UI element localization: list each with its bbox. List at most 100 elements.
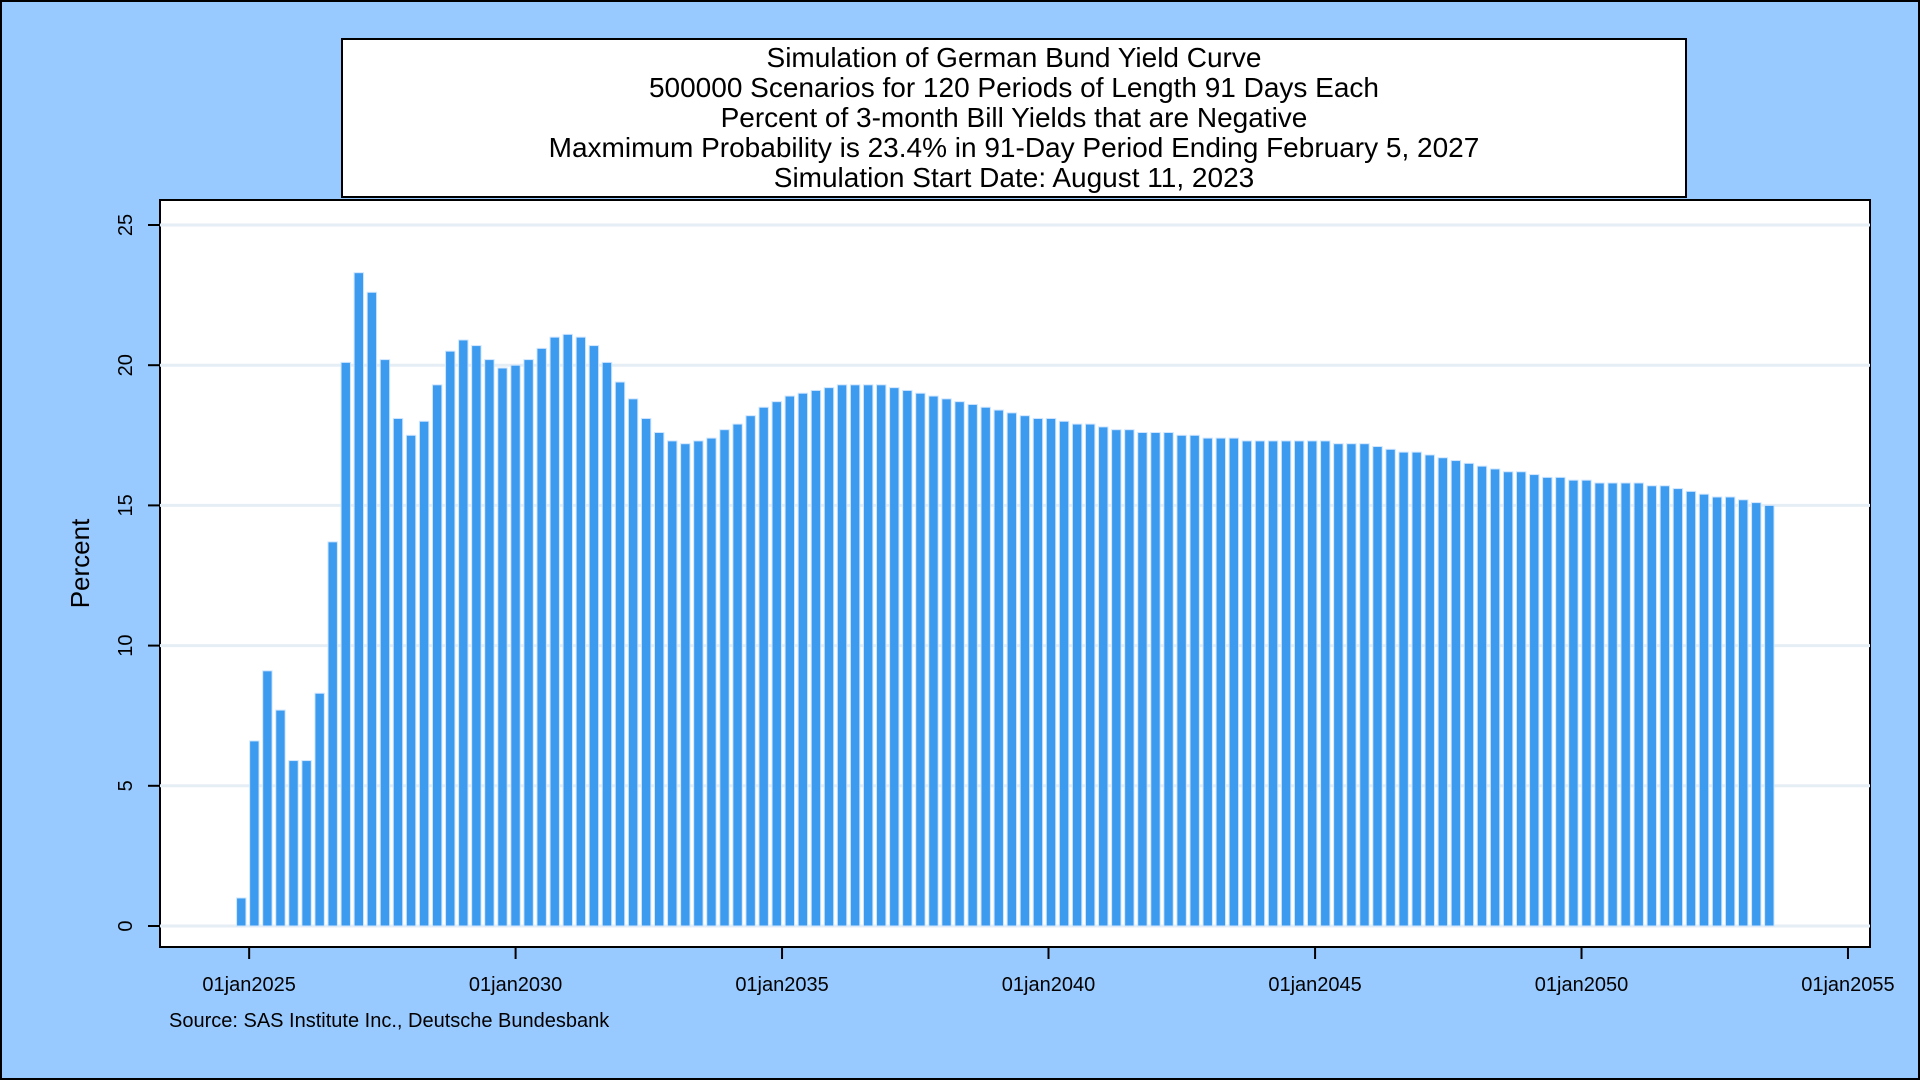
bar (980, 406, 991, 927)
bar (653, 431, 665, 927)
bar (1450, 460, 1462, 927)
bar (588, 345, 600, 927)
bar (1711, 496, 1723, 927)
bar (327, 541, 338, 927)
bar (1098, 426, 1109, 927)
bar (1280, 440, 1292, 927)
bar (640, 417, 652, 927)
bar (1071, 423, 1083, 927)
bar (562, 333, 573, 927)
bar (249, 740, 260, 927)
bar (353, 272, 365, 927)
bar (1555, 476, 1566, 927)
bar (1568, 479, 1579, 927)
bar (941, 398, 952, 927)
bar (1607, 482, 1618, 927)
bar (1137, 431, 1148, 927)
bar (288, 760, 299, 927)
bar (1737, 499, 1749, 927)
bar (366, 291, 378, 927)
y-tick-label: 0 (115, 920, 137, 931)
bar (1111, 429, 1122, 927)
plot-area: 0 5 10 15 20 25 01jan2025 01jan2030 01jan2035 01j… (65, 199, 1895, 996)
bar (680, 443, 691, 927)
bar (1359, 443, 1370, 927)
bar (928, 395, 939, 927)
bar (431, 384, 443, 927)
bar (1581, 479, 1592, 927)
bar (1463, 462, 1475, 927)
x-tick-label: 01jan2040 (1002, 974, 1095, 996)
bar (314, 692, 325, 927)
bar (601, 361, 613, 927)
y-tick-label: 20 (115, 354, 137, 376)
bar (1333, 443, 1344, 927)
bar (1006, 412, 1018, 927)
bar (1215, 437, 1226, 927)
bar (823, 387, 835, 927)
bar (1241, 440, 1253, 927)
bar (1751, 502, 1762, 927)
bar (876, 384, 887, 927)
bar (445, 350, 456, 927)
bar (484, 359, 495, 927)
bar (1254, 440, 1266, 927)
y-tick-label: 15 (115, 494, 137, 516)
bar (797, 392, 809, 927)
bar (1032, 417, 1044, 927)
bar (1385, 448, 1396, 927)
bar (405, 434, 417, 927)
bar (1411, 451, 1422, 927)
bar (719, 429, 730, 927)
bar (497, 367, 508, 927)
bar (1398, 451, 1409, 927)
bar (301, 760, 312, 927)
bar (1502, 471, 1514, 927)
bar (1515, 471, 1527, 927)
bar (1489, 468, 1501, 927)
bar (575, 336, 587, 927)
bar (745, 415, 756, 927)
bar (1659, 485, 1671, 927)
bar (849, 384, 861, 927)
bar (1424, 454, 1435, 927)
title-line-2: 500000 Scenarios for 120 Periods of Leng… (648, 72, 1380, 103)
title-line-3: Percent of 3-month Bill Yields that are … (720, 102, 1308, 133)
y-tick-label: 25 (115, 214, 137, 236)
bar (1045, 417, 1057, 927)
bar (1019, 415, 1031, 927)
bar (1189, 434, 1200, 927)
bar (1320, 440, 1331, 927)
bar (732, 423, 743, 927)
bar (1267, 440, 1279, 927)
bar (523, 359, 534, 927)
bar (1476, 465, 1488, 927)
bar (1685, 490, 1697, 927)
bar (262, 670, 273, 927)
bar (1698, 493, 1710, 927)
x-tick-label: 01jan2025 (202, 974, 295, 996)
bar (392, 417, 404, 927)
title-line-4: Maxmimum Probability is 23.4% in 91-Day … (548, 132, 1480, 163)
y-tick-label: 5 (115, 780, 137, 791)
bar (1163, 431, 1174, 927)
bar (1084, 423, 1096, 927)
bar (1633, 482, 1644, 927)
x-tick-label: 01jan2045 (1268, 974, 1361, 996)
bar (693, 440, 704, 927)
bar (667, 440, 678, 927)
bar (1228, 437, 1240, 927)
bar (1724, 496, 1736, 927)
x-tick-label: 01jan2055 (1801, 974, 1894, 996)
title-line-5: Simulation Start Date: August 11, 2023 (773, 162, 1255, 193)
bar (993, 409, 1004, 927)
x-tick-label: 01jan2030 (469, 974, 562, 996)
title-box: Simulation of German Bund Yield Curve 50… (341, 38, 1687, 198)
bar (706, 437, 717, 927)
bar (967, 403, 978, 927)
bar (1176, 434, 1187, 927)
bar (627, 398, 639, 927)
bar (1672, 488, 1684, 927)
x-tick-label: 01jan2050 (1535, 974, 1628, 996)
